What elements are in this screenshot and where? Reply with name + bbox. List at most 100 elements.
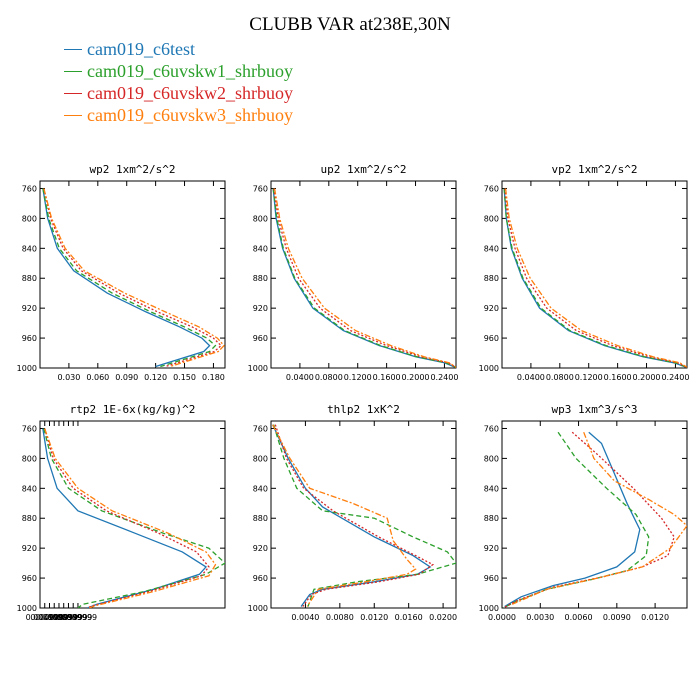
- y-tick-label: 840: [22, 484, 37, 493]
- panel-6: wp3 1xm^3/s^3 760 800 840 880 920 960 10000.000…: [479, 403, 688, 622]
- y-tick-label: 840: [253, 484, 268, 493]
- legend-swatch: [64, 92, 82, 94]
- legend-entry-c6test: cam019_c6test: [64, 38, 293, 60]
- x-tick-label: 0.014999: [35, 613, 73, 622]
- series-line-4: [511, 431, 687, 605]
- plot-frame: [501, 420, 688, 609]
- y-tick-label: 800: [22, 454, 37, 463]
- y-tick-label: 920: [484, 544, 499, 553]
- legend-label: cam019_c6uvskw3_shrbuoy: [87, 105, 293, 125]
- panel-2: up2 1xm^2/s^2 760 800 840 880 920 960 1000 0.040…: [248, 163, 459, 382]
- panel-title: up2 1xm^2/s^2: [320, 163, 406, 176]
- series-line-3: [504, 188, 687, 368]
- panel-1: wp2 1xm^2/s^2 760 800 840 880 920 960 1000 0.030…: [17, 163, 226, 382]
- y-tick-label: 800: [484, 454, 499, 463]
- series-line-3: [44, 428, 210, 608]
- y-tick-label: 840: [22, 244, 37, 253]
- x-tick-label: 0.004999: [26, 613, 64, 622]
- x-tick-label: 0.090: [115, 373, 138, 382]
- chart-main-title: CLUBB VAR at238E,30N: [249, 14, 451, 35]
- x-tick-label: 0.0400: [286, 373, 314, 382]
- y-tick-label: 960: [253, 574, 268, 583]
- series-line-3: [274, 424, 435, 607]
- y-tick-label: 800: [484, 214, 499, 223]
- legend-label: cam019_c6uvskw1_shrbuoy: [87, 61, 293, 81]
- y-tick-label: 920: [253, 544, 268, 553]
- x-tick-label: 0.009999: [30, 613, 68, 622]
- x-tick-label: 0.0200: [429, 613, 457, 622]
- x-tick-label: 0.1200: [575, 373, 603, 382]
- panel-title: vp2 1xm^2/s^2: [551, 163, 637, 176]
- legend-entry-uvskw3: cam019_c6uvskw3_shrbuoy: [64, 104, 293, 126]
- series-line-1: [272, 188, 456, 368]
- panel-5: thlp2 1xK^2 760 800 840 880 920 960 1000 0.0040 0…: [248, 403, 457, 622]
- y-tick-label: 1000: [248, 604, 268, 613]
- series-line-4: [504, 188, 687, 368]
- y-tick-label: 800: [253, 214, 268, 223]
- legend-swatch: [64, 70, 82, 72]
- panel-title: wp2 1xm^2/s^2: [89, 163, 175, 176]
- series-line-4: [44, 428, 217, 608]
- x-tick-label: 0.180: [202, 373, 225, 382]
- y-tick-label: 920: [484, 304, 499, 313]
- y-tick-label: 760: [253, 184, 268, 193]
- y-tick-label: 960: [253, 334, 268, 343]
- legend-label: cam019_c6test: [87, 39, 195, 59]
- series-line-4: [272, 424, 417, 607]
- x-tick-label: 0.024999: [45, 613, 83, 622]
- y-tick-label: 880: [484, 514, 499, 523]
- series-line-1: [42, 428, 207, 608]
- plot-frame: [270, 180, 457, 369]
- x-tick-label: 0.0060: [565, 613, 593, 622]
- series-line-3: [43, 188, 223, 368]
- x-tick-label: 0.0030: [526, 613, 554, 622]
- panel-title: thlp2 1xK^2: [327, 403, 400, 416]
- y-tick-label: 880: [22, 274, 37, 283]
- series-line-4: [273, 188, 456, 368]
- x-tick-label: 0.030: [57, 373, 80, 382]
- x-tick-label: 0.0120: [360, 613, 388, 622]
- series-line-1: [272, 424, 432, 607]
- series-line-3: [273, 188, 456, 368]
- plot-frame: [39, 420, 226, 609]
- x-tick-label: 0.0080: [326, 613, 354, 622]
- x-tick-label: 0.034999: [54, 613, 92, 622]
- series-line-1: [503, 188, 687, 368]
- y-tick-label: 1000: [248, 364, 268, 373]
- y-tick-label: 760: [22, 184, 37, 193]
- x-tick-label: 0.0800: [546, 373, 574, 382]
- y-tick-label: 1000: [479, 364, 499, 373]
- series-line-2: [272, 424, 456, 607]
- x-tick-label: 0.0120: [641, 613, 669, 622]
- legend-entry-uvskw2: cam019_c6uvskw2_shrbuoy: [64, 82, 293, 104]
- series-line-2: [43, 428, 225, 608]
- y-tick-label: 960: [22, 334, 37, 343]
- x-tick-label: 0.0000: [488, 613, 516, 622]
- y-tick-label: 760: [484, 184, 499, 193]
- y-tick-label: 1000: [17, 604, 37, 613]
- series-line-2: [502, 431, 650, 608]
- x-tick-label: 0.2000: [402, 373, 430, 382]
- x-tick-label: 0.2400: [430, 373, 458, 382]
- series-line-4: [43, 188, 225, 368]
- y-tick-label: 840: [484, 484, 499, 493]
- y-tick-label: 920: [253, 304, 268, 313]
- x-tick-label: 0.0400: [517, 373, 545, 382]
- x-tick-label: 0.150: [173, 373, 196, 382]
- x-tick-label: 0.0160: [395, 613, 423, 622]
- series-line-2: [272, 188, 456, 368]
- x-tick-label: 0.029999: [49, 613, 87, 622]
- x-tick-label: 0.019999: [40, 613, 78, 622]
- series-line-2: [42, 188, 217, 368]
- y-tick-label: 800: [22, 214, 37, 223]
- y-tick-label: 840: [484, 244, 499, 253]
- x-tick-label: 0.0040: [291, 613, 319, 622]
- y-tick-label: 960: [484, 334, 499, 343]
- y-tick-label: 920: [22, 304, 37, 313]
- series-line-1: [504, 431, 641, 608]
- x-tick-label: 0.1600: [373, 373, 401, 382]
- y-tick-label: 880: [22, 514, 37, 523]
- y-tick-label: 760: [22, 424, 37, 433]
- y-tick-label: 800: [253, 454, 268, 463]
